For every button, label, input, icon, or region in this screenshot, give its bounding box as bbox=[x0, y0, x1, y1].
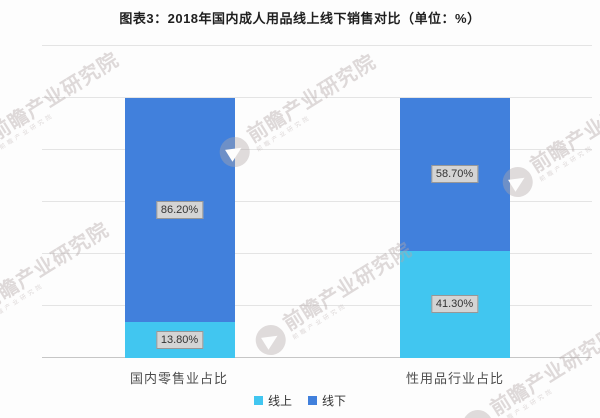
legend-item-offline: 线下 bbox=[308, 392, 346, 409]
x-axis-line bbox=[42, 357, 592, 358]
gridline bbox=[42, 253, 592, 254]
gridline bbox=[42, 149, 592, 150]
segment-offline: 58.70% bbox=[399, 98, 510, 251]
category-label-domestic-retail: 国内零售业占比 bbox=[129, 371, 229, 386]
gridline bbox=[42, 97, 592, 98]
segment-online: 41.30% bbox=[399, 250, 510, 358]
data-label: 86.20% bbox=[155, 201, 204, 220]
bar-stack-1: 13.80% 86.20% bbox=[124, 98, 235, 358]
segment-online: 13.80% bbox=[124, 322, 235, 358]
chart-title: 图表3：2018年国内成人用品线上线下销售对比（单位：%） bbox=[119, 11, 481, 26]
legend-swatch-online-icon bbox=[253, 396, 263, 405]
data-label: 13.80% bbox=[155, 331, 204, 350]
legend-swatch-offline-icon bbox=[308, 396, 317, 405]
category-label-sex-products-industry: 性用品行业占比 bbox=[405, 371, 505, 386]
legend-item-online: 线上 bbox=[253, 392, 292, 409]
data-label: 41.30% bbox=[430, 295, 479, 314]
bar-stack-2: 41.30% 58.70% bbox=[399, 98, 510, 358]
data-label: 58.70% bbox=[430, 165, 479, 184]
legend-label-offline: 线下 bbox=[322, 394, 347, 408]
segment-offline: 86.20% bbox=[124, 98, 235, 323]
gridline bbox=[42, 201, 592, 202]
plot-area: 13.80% 86.20% 41.30% 58.70% bbox=[42, 45, 592, 358]
gridline bbox=[42, 305, 592, 306]
legend: 线上 线下 bbox=[0, 392, 600, 409]
gridline bbox=[42, 45, 592, 46]
legend-label-online: 线上 bbox=[267, 394, 292, 408]
